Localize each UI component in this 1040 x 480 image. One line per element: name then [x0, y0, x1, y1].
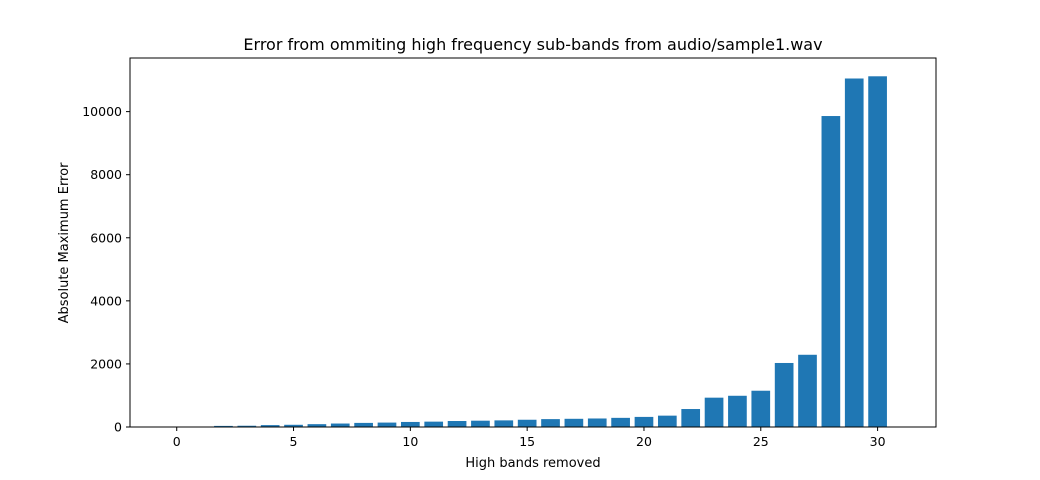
y-tick-label: 6000 [90, 230, 122, 245]
bar-11 [424, 421, 444, 427]
bar-27 [798, 354, 817, 427]
bar-5 [284, 424, 303, 427]
bar-26 [774, 362, 794, 427]
y-tick-label: 0 [114, 420, 122, 435]
x-tick-label: 15 [519, 434, 535, 449]
bar-12 [447, 421, 467, 427]
bar-10 [401, 421, 420, 427]
y-tick-label: 2000 [90, 356, 122, 371]
bar-18 [587, 418, 607, 427]
bar-6 [307, 424, 327, 427]
x-axis-ticks: 0 5 10 15 20 25 30 [173, 427, 886, 449]
x-tick-label: 25 [753, 434, 769, 449]
bar-4 [260, 425, 280, 427]
bar-13 [471, 420, 490, 427]
bar-20 [634, 416, 654, 427]
bar-2 [214, 425, 233, 427]
bar-23 [704, 397, 724, 427]
x-tick-label: 20 [636, 434, 652, 449]
bar-15 [517, 419, 537, 427]
y-tick-label: 4000 [90, 293, 122, 308]
bar-3 [237, 425, 257, 427]
bar-9 [377, 422, 397, 427]
y-tick-label: 10000 [82, 104, 122, 119]
bar-29 [844, 78, 864, 427]
bars-group [190, 76, 887, 428]
bar-16 [541, 419, 560, 427]
bar-21 [657, 415, 677, 427]
bar-25 [751, 390, 771, 427]
bar-17 [564, 418, 584, 427]
bar-19 [611, 417, 630, 427]
bar-22 [681, 409, 701, 427]
bar-8 [354, 422, 373, 427]
x-tick-label: 5 [290, 434, 298, 449]
bar-28 [821, 116, 841, 428]
x-axis-label: High bands removed [465, 456, 600, 471]
bar-30 [868, 76, 887, 428]
bar-24 [728, 395, 747, 427]
plot-frame [129, 57, 937, 428]
y-axis-ticks: 0 2000 4000 6000 8000 10000 [82, 104, 130, 435]
bar-7 [330, 423, 350, 427]
y-tick-label: 8000 [90, 167, 122, 182]
x-tick-label: 10 [402, 434, 418, 449]
bar-14 [494, 420, 514, 427]
x-tick-label: 0 [173, 434, 181, 449]
y-axis-label: Absolute Maximum Error [57, 162, 72, 323]
x-tick-label: 30 [870, 434, 886, 449]
chart-title: Error from ommiting high frequency sub-b… [243, 35, 822, 54]
